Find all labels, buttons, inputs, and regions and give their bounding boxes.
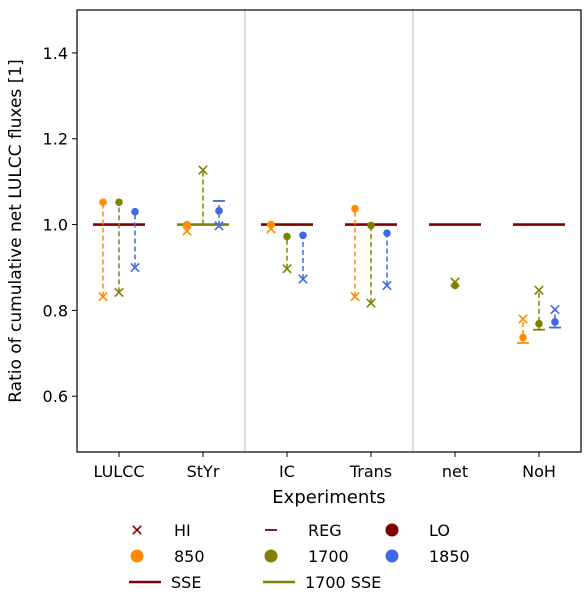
x-tick-label: StYr bbox=[187, 462, 220, 481]
x-tick-label: NoH bbox=[522, 462, 556, 481]
hi-marker-850-lulcc bbox=[98, 291, 108, 302]
hi-marker-850-noh bbox=[518, 314, 528, 324]
legend-entry-reg-label: REG bbox=[308, 521, 342, 540]
legend-entry-lo-swatch bbox=[385, 523, 399, 537]
lo-marker-850-trans bbox=[351, 204, 359, 213]
y-axis-label: Ratio of cumulative net LULCC fluxes [1] bbox=[6, 59, 26, 403]
hi-marker-850-lulcc-stroke-b bbox=[98, 291, 108, 302]
hi-marker-1700-trans bbox=[366, 298, 376, 308]
legend-entry-1700-sse: 1700 SSE bbox=[263, 573, 381, 592]
lo-marker-850-lulcc bbox=[99, 198, 107, 207]
legend-entry-sse: SSE bbox=[129, 573, 201, 592]
hi-marker-1850-trans bbox=[382, 280, 392, 291]
legend-entry-reg: REG bbox=[265, 521, 342, 540]
lo-marker-1850-lulcc bbox=[131, 207, 139, 216]
legend-entry-lo-label: LO bbox=[429, 521, 450, 540]
y-tick-label: 0.8 bbox=[43, 301, 68, 320]
hi-marker-1850-trans-stroke-b bbox=[382, 280, 392, 291]
x-axis: LULCC StYr IC Trans net NoH bbox=[93, 452, 556, 481]
hi-marker-1700-styr bbox=[198, 165, 208, 175]
y-tick-label: 1.2 bbox=[43, 130, 68, 149]
y-tick-label: 1.4 bbox=[43, 44, 68, 63]
lo-marker-1700-net bbox=[451, 281, 459, 290]
hi-marker-850-styr bbox=[182, 226, 192, 236]
series-stems bbox=[102, 170, 556, 344]
legend-entry-sse-label: SSE bbox=[171, 573, 201, 592]
legend: HI 850 SSE REG 1700 1700 SSE LO 1850 bbox=[129, 521, 470, 592]
plot-area-frame bbox=[76, 9, 582, 453]
hi-marker-850-noh-stroke-b bbox=[518, 314, 528, 324]
hi-marker-1850-ic-stroke-b bbox=[298, 274, 308, 284]
hi-marker-1850-lulcc-stroke-b bbox=[130, 262, 140, 273]
legend-entry-1700: 1700 bbox=[264, 547, 349, 566]
x-tick-label: LULCC bbox=[93, 462, 144, 481]
lo-marker-1850-noh bbox=[551, 318, 559, 326]
y-axis: 0.6 0.8 1.0 1.2 1.4 bbox=[43, 44, 77, 406]
legend-entry-lo: LO bbox=[385, 521, 450, 540]
lo-marker-1700-trans bbox=[367, 221, 375, 230]
hi-marker-1850-noh-stroke-b bbox=[550, 304, 560, 315]
lo-marker-1850-ic bbox=[299, 231, 307, 240]
legend-entry-1700-sse-label: 1700 SSE bbox=[305, 573, 381, 592]
x-tick-label: net bbox=[442, 462, 468, 481]
hi-marker-1850-styr bbox=[214, 221, 224, 231]
x-tick-label: Trans bbox=[349, 462, 392, 481]
lo-marker-850-noh bbox=[519, 333, 527, 342]
legend-entry-1850: 1850 bbox=[385, 547, 470, 566]
hi-marker-1850-noh bbox=[550, 304, 560, 315]
hi-marker-850-styr-stroke-b bbox=[182, 226, 192, 236]
legend-entry-1850-label: 1850 bbox=[429, 547, 470, 566]
legend-entry-1700-swatch bbox=[264, 549, 278, 563]
lo-marker-850-styr bbox=[183, 220, 191, 229]
hi-marker-1700-trans-stroke-b bbox=[366, 298, 376, 308]
x-tick-label: IC bbox=[279, 462, 295, 481]
hi-marker-1850-styr-stroke-b bbox=[214, 221, 224, 231]
legend-entry-hi-swatch-stroke-b bbox=[132, 525, 142, 535]
experiment-group-separators bbox=[244, 10, 414, 452]
hi-marker-1850-ic bbox=[298, 274, 308, 284]
series-markers bbox=[98, 165, 561, 344]
hi-marker-1700-noh bbox=[534, 285, 544, 295]
x-axis-label: Experiments bbox=[272, 487, 385, 508]
lo-marker-850-ic bbox=[267, 220, 275, 229]
hi-marker-1700-ic bbox=[282, 263, 292, 274]
hi-marker-850-trans-stroke-b bbox=[350, 291, 360, 302]
hi-marker-1700-ic-stroke-b bbox=[282, 263, 292, 274]
hi-marker-1700-styr-stroke-b bbox=[198, 165, 208, 175]
legend-entry-1850-swatch bbox=[385, 549, 399, 563]
legend-entry-1700-label: 1700 bbox=[308, 547, 349, 566]
y-tick-label: 0.6 bbox=[43, 387, 68, 406]
lo-marker-1700-ic bbox=[283, 232, 291, 241]
hi-marker-1700-lulcc-stroke-b bbox=[114, 287, 124, 298]
legend-entry-hi-swatch bbox=[132, 525, 142, 535]
hi-marker-1850-lulcc bbox=[130, 262, 140, 273]
legend-entry-850-swatch bbox=[130, 549, 144, 563]
hi-marker-850-trans bbox=[350, 291, 360, 302]
lo-marker-1850-trans bbox=[383, 229, 391, 237]
hi-marker-1700-lulcc bbox=[114, 287, 124, 298]
legend-entry-850: 850 bbox=[130, 547, 205, 566]
lo-marker-1700-noh bbox=[535, 319, 543, 328]
y-tick-label: 1.0 bbox=[43, 216, 68, 235]
lo-marker-1700-lulcc bbox=[115, 198, 123, 207]
legend-entry-hi: HI bbox=[132, 521, 191, 540]
lo-marker-1850-styr bbox=[215, 207, 223, 215]
legend-entry-850-label: 850 bbox=[174, 547, 205, 566]
legend-entry-hi-label: HI bbox=[174, 521, 191, 540]
hi-marker-1700-noh-stroke-b bbox=[534, 285, 544, 295]
